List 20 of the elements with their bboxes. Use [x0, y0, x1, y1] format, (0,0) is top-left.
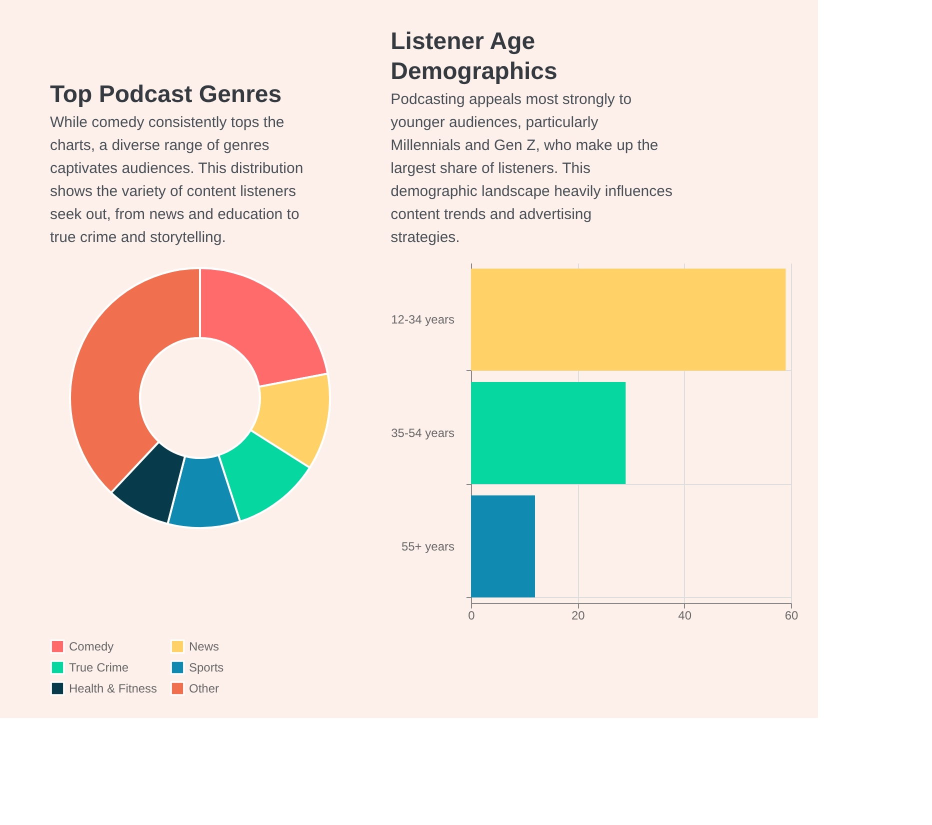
legend-label: Other — [189, 682, 220, 696]
bar — [471, 382, 626, 484]
chart-subtitle: While comedy consistently tops the charts, a diverse range of genres captivates audiences. This distribution shows the variety of content listeners seek out, from news and education to true crime and storytelling. — [50, 114, 304, 246]
legend-label: True Crime — [69, 660, 129, 674]
legend-label: Sports — [189, 660, 224, 674]
y-tick-label: 35-54 years — [391, 426, 454, 440]
bar — [471, 495, 535, 598]
chart-title: Top Podcast Genres — [50, 81, 282, 108]
legend-label: Health & Fitness — [69, 682, 158, 696]
x-tick-label: 0 — [468, 608, 476, 622]
x-tick-label: 60 — [784, 608, 798, 622]
y-tick-label: 55+ years — [401, 539, 454, 554]
x-tick-label: 20 — [571, 608, 586, 622]
legend-label: News — [189, 640, 220, 654]
chart-subtitle: Podcasting appeals most strongly to younger audiences, particularly Millennials and Gen Z, who make up the largest share of listeners. This demographic landscape heavily influences content trends and advertising strategies. — [390, 91, 672, 246]
chart-title: Listener Age Demographics — [390, 28, 558, 85]
x-tick-label: 40 — [678, 608, 692, 622]
bar — [471, 268, 786, 371]
y-tick-label: 12-34 years — [391, 312, 454, 327]
legend-label: Comedy — [69, 640, 114, 654]
